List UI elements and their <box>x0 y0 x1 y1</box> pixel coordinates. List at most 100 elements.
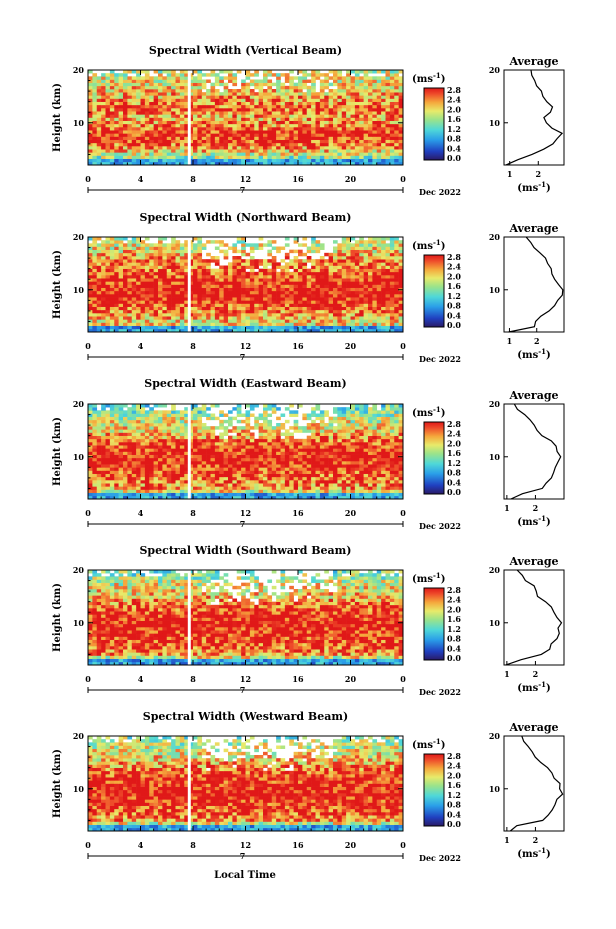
heatmap-cell <box>381 139 386 144</box>
heatmap-cell <box>381 142 386 147</box>
heatmap-cell <box>166 246 172 250</box>
heatmap-cell <box>328 325 334 330</box>
heatmap-cell <box>201 268 207 273</box>
heatmap-cell <box>385 290 391 295</box>
heatmap-cell <box>88 275 93 279</box>
heatmap-cell <box>88 325 93 330</box>
heatmap-cell <box>193 127 198 131</box>
heatmap-cell <box>368 313 373 317</box>
heatmap-cell <box>219 123 224 128</box>
heatmap-cell <box>88 130 93 134</box>
heatmap-cell <box>241 243 246 247</box>
heatmap-cell <box>315 319 321 323</box>
heatmap-cell <box>337 256 343 260</box>
heatmap-cell <box>214 328 220 333</box>
heatmap-cell <box>372 161 378 166</box>
heatmap-cell <box>232 249 238 254</box>
heatmap-cell <box>228 495 233 500</box>
heatmap-cell <box>271 117 277 121</box>
heatmap-cell <box>123 127 128 131</box>
heatmap-cell <box>363 492 369 497</box>
heatmap-cell <box>92 467 98 471</box>
heatmap-cell <box>354 284 360 288</box>
panel-title: Spectral Width (Vertical Beam) <box>149 44 342 57</box>
heatmap-cell <box>333 309 338 314</box>
heatmap-cell <box>381 127 386 131</box>
heatmap-cell <box>263 108 268 112</box>
heatmap-cell <box>162 246 168 250</box>
heatmap-cell <box>136 158 141 163</box>
heatmap-cell <box>372 101 378 106</box>
heatmap-cell <box>88 284 93 288</box>
heatmap-cell <box>276 76 281 80</box>
heatmap-cell <box>179 101 185 106</box>
heatmap-cell <box>96 237 102 241</box>
heatmap-cell <box>258 300 264 304</box>
heatmap-cell <box>324 290 329 295</box>
heatmap-cell <box>298 262 303 266</box>
heatmap-cell <box>271 306 277 311</box>
heatmap-cell <box>381 149 386 153</box>
heatmap-cell <box>153 252 159 257</box>
heatmap-cell <box>319 268 325 273</box>
heatmap-cell <box>92 161 98 166</box>
heatmap-cell <box>328 492 334 497</box>
heatmap-cell <box>385 158 391 163</box>
heatmap-cell <box>333 92 338 96</box>
heatmap-cell <box>306 120 312 125</box>
heatmap-cell <box>171 114 176 118</box>
heatmap-cell <box>354 290 360 295</box>
heatmap-cell <box>228 275 233 279</box>
heatmap-cell <box>311 123 316 128</box>
heatmap-cell <box>394 284 399 288</box>
heatmap-cell <box>131 281 137 285</box>
heatmap-cell <box>284 300 290 304</box>
heatmap-cell <box>385 262 391 266</box>
heatmap-cell <box>118 85 124 90</box>
heatmap-cell <box>385 325 391 330</box>
heatmap-cell <box>162 281 168 285</box>
heatmap-cell <box>328 149 334 153</box>
heatmap-cell <box>193 303 198 307</box>
heatmap-cell <box>140 483 146 487</box>
heatmap-cell <box>127 495 133 500</box>
heatmap-cell <box>149 108 154 112</box>
heatmap-cell <box>201 155 207 159</box>
heatmap-cell <box>398 325 404 330</box>
heatmap-cell <box>193 123 198 128</box>
heatmap-cell <box>149 123 154 128</box>
heatmap-cell <box>123 476 128 481</box>
heatmap-cell <box>193 104 198 109</box>
heatmap-cell <box>105 313 111 317</box>
heatmap-cell <box>341 492 347 497</box>
heatmap-cell <box>171 313 176 317</box>
heatmap-cell <box>140 252 146 257</box>
heatmap-cell <box>376 259 382 263</box>
heatmap-cell <box>328 158 334 163</box>
heatmap-cell <box>302 306 308 311</box>
x-tick-label: 4 <box>138 341 144 351</box>
heatmap-cell <box>114 259 119 263</box>
heatmap-cell <box>123 155 128 159</box>
heatmap-cell <box>131 464 137 468</box>
heatmap-cell <box>236 139 242 144</box>
heatmap-cell <box>254 120 259 125</box>
heatmap-cell <box>188 114 194 118</box>
heatmap-cell <box>162 249 168 254</box>
heatmap-cell <box>306 268 312 273</box>
heatmap-cell <box>284 492 290 497</box>
heatmap-cell <box>214 486 220 490</box>
heatmap-cell <box>206 95 211 99</box>
heatmap-cell <box>188 85 194 90</box>
heatmap-cell <box>175 146 181 150</box>
heatmap-cell <box>376 142 382 147</box>
heatmap-cell <box>267 111 273 115</box>
heatmap-cell <box>306 290 312 295</box>
heatmap-cell <box>153 155 159 159</box>
heatmap-cell <box>201 265 207 269</box>
heatmap-cell <box>236 136 242 140</box>
heatmap-cell <box>109 111 115 115</box>
heatmap-cell <box>88 489 93 493</box>
heatmap-cell <box>114 108 119 112</box>
heatmap-cell <box>324 149 329 153</box>
